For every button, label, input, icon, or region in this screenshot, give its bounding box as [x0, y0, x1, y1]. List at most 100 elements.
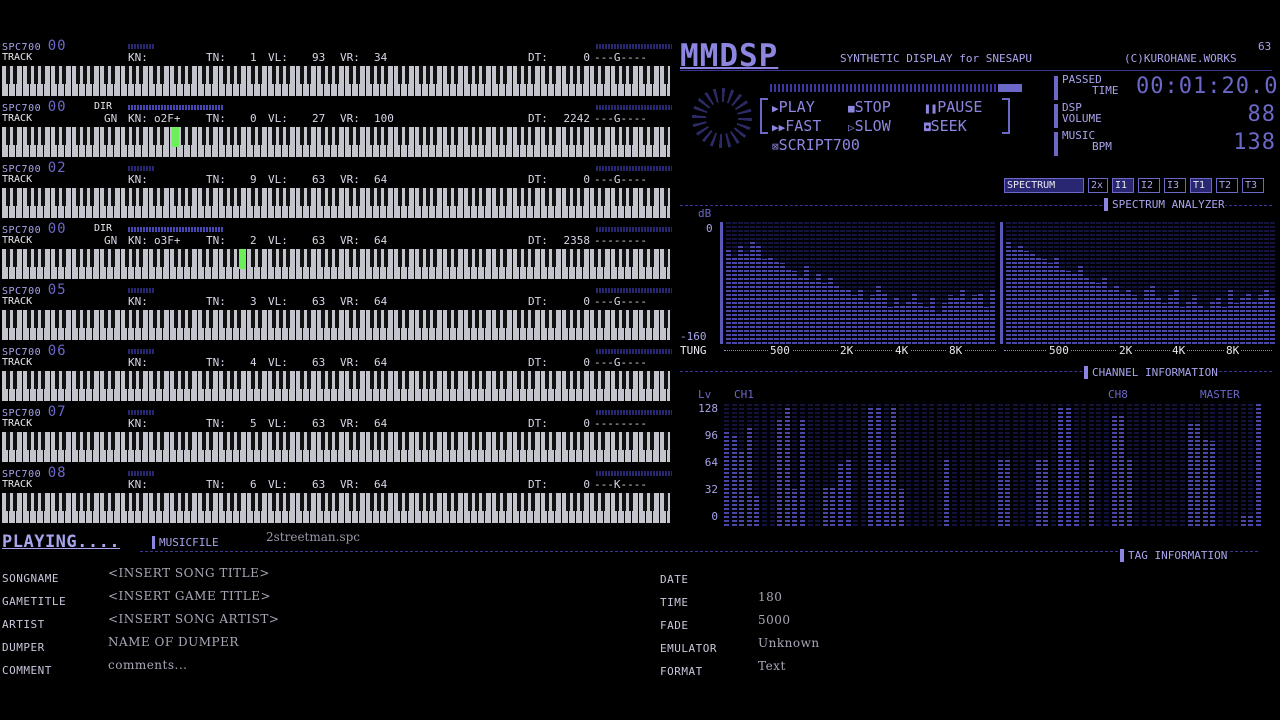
- spectrum-tab-i3[interactable]: I3: [1164, 178, 1186, 193]
- spectrum-tab-t3[interactable]: T3: [1242, 178, 1264, 193]
- seek-button[interactable]: ◘SEEK: [924, 117, 967, 135]
- spectrum-tab-spectrum[interactable]: SPECTRUM: [1004, 178, 1084, 193]
- vl-label: VL:: [268, 112, 288, 125]
- spectrum-divider: [680, 205, 1272, 206]
- channel-bar: [739, 450, 745, 526]
- spectrum-bar-bg: [846, 222, 851, 344]
- track-4[interactable]: SPC700 00 DIR TRACK GN KN: o3F+ TN: 2 VL: 63 VR: 64…: [0, 221, 672, 282]
- track-header: SPC700 06: [2, 344, 672, 358]
- vr-value: 64: [374, 478, 388, 491]
- vl-value: 63: [312, 173, 326, 186]
- pause-button[interactable]: ❚❚PAUSE: [924, 98, 982, 116]
- track-header: SPC700 00 DIR: [2, 100, 672, 114]
- frequency-label: 2K: [838, 344, 856, 357]
- spectrum-bar: [990, 290, 995, 344]
- spectrum-bar: [1174, 290, 1179, 344]
- channel-bar: [754, 494, 760, 526]
- spectrum-bar: [1240, 298, 1245, 344]
- channel-bar-bg: [967, 404, 973, 526]
- dt-value: 0: [583, 51, 590, 64]
- master-label: MASTER: [1200, 388, 1240, 401]
- stop-button[interactable]: ■STOP: [848, 98, 891, 116]
- spectrum-bar: [876, 285, 881, 344]
- pan-meter: [596, 105, 672, 110]
- channel-bar-bg: [921, 404, 927, 526]
- track-1[interactable]: SPC700 00 TRACK KN: TN: 1 VL: 93 VR: 34 DT: 0 ---G-…: [0, 38, 672, 99]
- track-5[interactable]: SPC700 05 TRACK KN: TN: 3 VL: 63 VR: 64 DT: 0 ---G-…: [0, 282, 672, 343]
- track-status: --------: [594, 417, 647, 430]
- spectrum-tab-i1[interactable]: I1: [1112, 178, 1134, 193]
- fast-button[interactable]: ▶▶FAST: [772, 117, 821, 135]
- spectrum-bar-bg: [888, 222, 893, 344]
- spectrum-bar-bg: [954, 222, 959, 344]
- spectrum-bar: [900, 305, 905, 344]
- playing-status: PLAYING....: [2, 532, 121, 552]
- frequency-label: 500: [1047, 344, 1071, 357]
- piano-keyboard: [2, 127, 670, 157]
- pan-meter: [596, 166, 672, 171]
- level-tick: 64: [704, 456, 718, 469]
- progress-bar[interactable]: [770, 84, 1022, 92]
- script700-button[interactable]: ⊠SCRIPT700: [772, 136, 860, 154]
- level-meter: [128, 227, 223, 232]
- slow-button[interactable]: ▷SLOW: [848, 117, 891, 135]
- spectrum-bar-bg: [918, 222, 923, 344]
- channel-bar: [731, 436, 737, 526]
- spectrum-bar: [774, 261, 779, 344]
- spectrum-bar-bg: [852, 222, 857, 344]
- spectrum-bar-bg: [930, 222, 935, 344]
- tn-label: TN:: [206, 51, 226, 64]
- spectrum-bar-bg: [1270, 222, 1275, 344]
- channel-bar: [898, 489, 904, 526]
- channel-bar: [1195, 424, 1201, 526]
- musicfile-name[interactable]: 2streetman.spc: [266, 530, 361, 544]
- track-3[interactable]: SPC700 02 TRACK KN: TN: 9 VL: 63 VR: 64 DT: 0 ---G-…: [0, 160, 672, 221]
- vr-label: VR:: [340, 417, 360, 430]
- channel-bar: [1035, 460, 1041, 526]
- vr-value: 64: [374, 356, 388, 369]
- spectrum-bar: [1126, 288, 1131, 344]
- spectrum-bar: [1078, 266, 1083, 344]
- track-2[interactable]: SPC700 00 DIR TRACK GN KN: o2F+ TN: 0 VL: 27 VR: 10…: [0, 99, 672, 160]
- channel-bar-bg: [1081, 404, 1087, 526]
- spectrum-tab-2x[interactable]: 2x: [1088, 178, 1108, 193]
- spectrum-bar: [840, 290, 845, 344]
- passed-time-marker: [1054, 76, 1058, 100]
- spectrum-bar: [858, 288, 863, 344]
- track-8[interactable]: SPC700 08 TRACK KN: TN: 6 VL: 63 VR: 64 DT: 0 ---K-…: [0, 465, 672, 526]
- spectrum-bar: [1060, 268, 1065, 344]
- tn-label: TN:: [206, 417, 226, 430]
- frequency-label: 500: [768, 344, 792, 357]
- spectrum-bottom-tick: -160: [680, 330, 707, 343]
- track-status: ---G----: [594, 51, 647, 64]
- channel-number: 08: [47, 465, 67, 481]
- channel-bar: [1202, 438, 1208, 526]
- channel-bar: [1248, 514, 1254, 526]
- track-7[interactable]: SPC700 07 TRACK KN: TN: 5 VL: 63 VR: 64 DT: 0 -----…: [0, 404, 672, 465]
- playing-bar: PLAYING.... MUSICFILE 2streetman.spc: [0, 530, 1280, 552]
- channel-bar-bg: [1180, 404, 1185, 526]
- dsp-volume-label: DSP VOLUME: [1062, 101, 1102, 125]
- channel-bar-bg: [1225, 404, 1231, 526]
- spc-label: SPC700: [2, 347, 42, 358]
- spectrum-bar: [1234, 303, 1239, 344]
- spectrum-tab-t1[interactable]: T1: [1190, 178, 1212, 193]
- spectrum-tab-i2[interactable]: I2: [1138, 178, 1160, 193]
- spectrum-bar: [1156, 298, 1161, 344]
- play-button[interactable]: ▶PLAY: [772, 98, 815, 116]
- vl-value: 63: [312, 234, 326, 247]
- track-status: ---G----: [594, 173, 647, 186]
- level-tick: 32: [704, 483, 718, 496]
- copyright-text: (C)KUROHANE.WORKS: [1124, 52, 1237, 65]
- spectrum-bar: [792, 271, 797, 344]
- spectrum-bar-bg: [1198, 222, 1203, 344]
- channel-bar-bg: [860, 404, 866, 526]
- channel-bar-bg: [982, 404, 988, 526]
- track-params: TRACK KN: TN: 9 VL: 63 VR: 64 DT: 0 ---G----: [2, 174, 670, 186]
- channel-bar: [1005, 460, 1011, 526]
- tn-value: 1: [250, 51, 257, 64]
- spectrum-bar-bg: [900, 222, 905, 344]
- spectrum-bar: [780, 263, 785, 344]
- spectrum-tab-t2[interactable]: T2: [1216, 178, 1238, 193]
- track-6[interactable]: SPC700 06 TRACK KN: TN: 4 VL: 63 VR: 64 DT: 0 ---G-…: [0, 343, 672, 404]
